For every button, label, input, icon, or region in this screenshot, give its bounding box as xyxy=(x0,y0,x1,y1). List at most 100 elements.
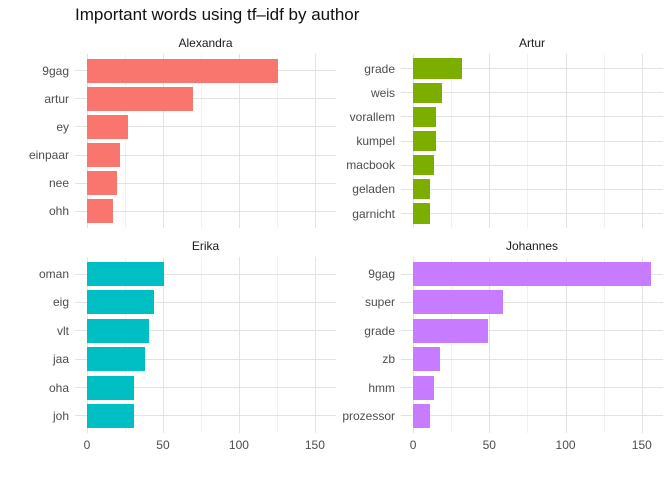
bar-weis xyxy=(413,82,443,103)
category-label-joh: joh xyxy=(52,408,69,423)
bar-oman xyxy=(87,262,165,286)
x-tick-50: 50 xyxy=(482,438,496,452)
category-label-super: super xyxy=(364,295,395,310)
gridline-major xyxy=(162,257,164,433)
category-label-geladen: geladen xyxy=(352,182,395,197)
gridline-category xyxy=(401,164,663,166)
bar-grade xyxy=(413,58,462,79)
bar-prozessor xyxy=(413,404,430,428)
x-axis-left-column: 0 50 100 150 xyxy=(75,438,336,452)
gridline-major xyxy=(314,54,316,228)
category-label-vlt: vlt xyxy=(57,323,69,338)
gridline-minor xyxy=(527,257,529,433)
category-label-9gag: 9gag xyxy=(368,267,395,282)
x-tick-0: 0 xyxy=(83,438,91,452)
bar-garnicht xyxy=(413,203,430,224)
gridline-category xyxy=(401,140,663,142)
x-tick-50: 50 xyxy=(156,438,170,452)
bar-hmm xyxy=(413,375,435,400)
bar-einpaar xyxy=(87,143,121,167)
gridline-minor xyxy=(200,54,202,228)
gridline-category xyxy=(75,330,336,332)
gridline-category xyxy=(401,188,663,190)
facet-strip-artur: Artur xyxy=(518,36,545,50)
gridline-category xyxy=(75,387,336,389)
x-tick-100: 100 xyxy=(555,438,576,452)
gridline-category xyxy=(75,98,336,100)
category-label-artur: artur xyxy=(44,91,69,106)
bar-macbook xyxy=(413,155,435,176)
category-label-hmm: hmm xyxy=(368,380,395,395)
bar-zb xyxy=(413,347,441,372)
gridline-minor xyxy=(451,257,453,433)
gridline-category xyxy=(401,301,663,303)
x-tick-150: 150 xyxy=(631,438,652,452)
category-label-weis: weis xyxy=(370,85,395,100)
category-label-grade: grade xyxy=(364,323,395,338)
category-label-macbook: macbook xyxy=(346,158,395,173)
gridline-category xyxy=(401,358,663,360)
facet-panel-artur: grade weis vorallem kumpel macbook geladen gar… xyxy=(346,54,663,228)
gridline-category xyxy=(75,301,336,303)
facet-strip-alexandra: Alexandra xyxy=(178,36,233,50)
gridline-major xyxy=(87,54,88,228)
category-label-kumpel: kumpel xyxy=(356,134,395,148)
gridline-category xyxy=(401,68,663,69)
facet-panel-erika: oman eig vlt jaa oha joh xyxy=(39,257,336,433)
gridline-major xyxy=(565,257,567,433)
category-label-garnicht: garnicht xyxy=(352,206,395,221)
gridline-category xyxy=(75,126,336,128)
facet-strip-erika: Erika xyxy=(191,239,220,253)
gridline-category xyxy=(401,92,663,94)
gridline-minor xyxy=(200,257,202,433)
gridline-major xyxy=(314,257,316,433)
gridline-major xyxy=(489,257,491,433)
gridline-major xyxy=(238,257,240,433)
gridline-category xyxy=(75,154,336,156)
gridline-major xyxy=(413,257,415,433)
gridline-major xyxy=(238,54,240,228)
category-label-oman: oman xyxy=(38,267,69,282)
category-label-zb: zb xyxy=(382,352,395,367)
gridline-category xyxy=(75,273,336,275)
bar-oha xyxy=(87,375,135,400)
gridline-category xyxy=(401,116,663,118)
category-label-jaa: jaa xyxy=(52,352,69,367)
bar-eig xyxy=(87,290,154,315)
bar-kumpel xyxy=(413,130,436,152)
gridline-minor xyxy=(603,257,605,433)
facet-strip-johannes: Johannes xyxy=(505,239,559,253)
bar-9gag xyxy=(413,262,651,286)
bar-artur xyxy=(87,87,194,111)
bar-ey xyxy=(87,115,129,139)
gridline-category xyxy=(75,210,336,212)
x-tick-0: 0 xyxy=(409,438,417,452)
category-label-einpaar: einpaar xyxy=(28,148,69,163)
bar-ohh xyxy=(87,199,113,223)
gridline-minor xyxy=(276,257,278,433)
category-label-9gag: 9gag xyxy=(42,63,69,78)
category-label-prozessor: prozessor xyxy=(342,408,395,423)
category-label-eig: eig xyxy=(52,295,69,310)
gridline-category xyxy=(75,358,336,360)
category-label-nee: nee xyxy=(48,176,69,191)
bar-joh xyxy=(87,404,135,428)
gridline-minor xyxy=(124,54,126,228)
bar-super xyxy=(413,290,504,315)
gridline-category xyxy=(401,330,663,332)
bar-grade xyxy=(413,318,488,343)
chart-title: Important words using tf–idf by author xyxy=(75,5,360,24)
gridline-category xyxy=(75,182,336,184)
gridline-minor xyxy=(276,54,278,228)
category-label-ey: ey xyxy=(56,119,69,134)
bar-vorallem xyxy=(413,106,436,127)
gridline-major xyxy=(162,54,164,228)
x-tick-150: 150 xyxy=(304,438,325,452)
category-label-vorallem: vorallem xyxy=(349,109,395,124)
bar-nee xyxy=(87,171,118,195)
gridline-category xyxy=(401,415,663,417)
gridline-category xyxy=(401,387,663,389)
facet-panel-alexandra: 9gag artur ey einpaar nee ohh xyxy=(29,54,336,228)
gridline-major xyxy=(87,257,88,433)
